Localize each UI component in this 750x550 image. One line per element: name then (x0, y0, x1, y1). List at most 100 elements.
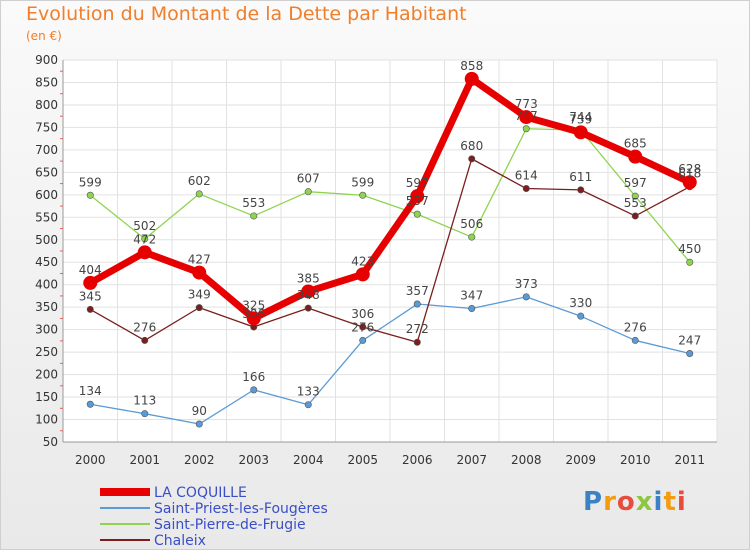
data-point (195, 190, 203, 198)
x-tick-label: 2003 (238, 453, 269, 467)
data-point (137, 245, 152, 260)
legend: LA COQUILLESaint-Priest-les-FougèresSain… (100, 485, 328, 549)
logo-letter: x (635, 487, 654, 517)
data-label: 614 (515, 169, 538, 183)
data-label: 747 (515, 109, 538, 123)
x-tick-label: 2002 (184, 453, 215, 467)
data-label: 602 (188, 174, 211, 188)
y-tick-label: 500 (35, 233, 58, 247)
data-point (246, 311, 261, 326)
data-label: 404 (79, 263, 102, 277)
y-tick-label: 650 (35, 165, 58, 179)
y-tick-label: 300 (35, 323, 58, 337)
data-point (250, 212, 258, 220)
data-label: 427 (188, 253, 211, 267)
data-point (682, 175, 697, 190)
data-label: 166 (242, 370, 265, 384)
data-point (631, 192, 639, 200)
legend-label: Saint-Pierre-de-Frugie (154, 517, 306, 533)
data-point (141, 235, 149, 243)
data-point (631, 212, 639, 220)
data-label: 611 (569, 170, 592, 184)
series-line (89, 128, 691, 263)
data-point (468, 233, 476, 241)
data-label: 618 (678, 167, 701, 181)
data-label: 349 (188, 288, 211, 302)
data-label: 276 (624, 320, 647, 334)
data-point (577, 312, 585, 320)
data-point (301, 284, 316, 299)
data-label: 553 (242, 196, 265, 210)
data-point (192, 265, 207, 280)
data-label: 628 (678, 162, 701, 176)
data-point (86, 191, 94, 199)
data-label: 385 (297, 271, 320, 285)
chart-subtitle: (en €) (26, 29, 62, 43)
series-line (89, 158, 691, 343)
data-point (304, 401, 312, 409)
y-tick-label: 450 (35, 255, 58, 269)
data-point (631, 336, 639, 344)
y-tick-label: 100 (35, 413, 58, 427)
data-point (686, 258, 694, 266)
y-tick-label: 900 (35, 53, 58, 67)
data-label: 276 (133, 320, 156, 334)
data-point (304, 188, 312, 196)
data-point (250, 386, 258, 394)
data-point (355, 267, 370, 282)
data-point (195, 304, 203, 312)
x-tick-label: 2010 (620, 453, 651, 467)
data-label: 133 (297, 385, 320, 399)
data-point (86, 305, 94, 313)
data-label: 502 (133, 219, 156, 233)
data-point (464, 71, 479, 86)
data-label: 557 (406, 194, 429, 208)
data-point (410, 189, 425, 204)
y-tick-label: 400 (35, 278, 58, 292)
x-tick-label: 2008 (511, 453, 542, 467)
data-label: 134 (79, 384, 102, 398)
data-label: 607 (297, 172, 320, 186)
data-point (195, 420, 203, 428)
y-tick-label: 800 (35, 98, 58, 112)
logo-letter: P (583, 487, 604, 517)
x-tick-label: 2005 (347, 453, 378, 467)
data-point (522, 293, 530, 301)
data-point (413, 300, 421, 308)
data-label: 858 (460, 59, 483, 73)
data-label: 739 (569, 112, 592, 126)
y-tick-label: 550 (35, 210, 58, 224)
x-tick-label: 2004 (293, 453, 324, 467)
data-label: 506 (460, 217, 483, 231)
x-tick-label: 2007 (456, 453, 487, 467)
x-tick-label: 2006 (402, 453, 433, 467)
data-point (577, 186, 585, 194)
data-label: 345 (79, 289, 102, 303)
data-point (468, 155, 476, 163)
data-point (519, 110, 534, 125)
data-point (522, 185, 530, 193)
data-label: 597 (624, 176, 647, 190)
legend-label: Saint-Priest-les-Fougères (154, 501, 328, 517)
data-label: 553 (624, 196, 647, 210)
data-label: 330 (569, 296, 592, 310)
data-label: 348 (297, 288, 320, 302)
data-label: 306 (351, 307, 374, 321)
logo-letter: i (653, 487, 664, 517)
data-label: 597 (406, 176, 429, 190)
data-label: 685 (624, 137, 647, 151)
data-point (686, 349, 694, 357)
data-label: 325 (242, 298, 265, 312)
data-label: 744 (569, 110, 592, 124)
data-point (413, 338, 421, 346)
x-tick-label: 2009 (565, 453, 596, 467)
data-label: 773 (515, 97, 538, 111)
y-tick-label: 700 (35, 143, 58, 157)
chart-title: Evolution du Montant de la Dette par Hab… (26, 3, 467, 25)
data-point (141, 410, 149, 418)
data-label: 357 (406, 284, 429, 298)
axes: 50 100 150 200 250 300 350 400 450 500 550 600 650 70… (35, 53, 717, 467)
proxiti-logo: Proxiti (583, 487, 687, 517)
logo-letter: i (676, 487, 687, 517)
